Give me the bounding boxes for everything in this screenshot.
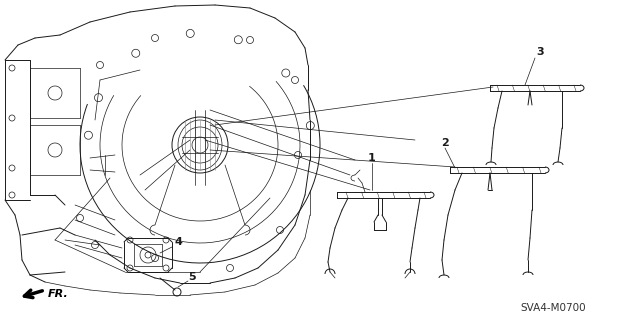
Text: 3: 3 [536,47,544,57]
Text: 5: 5 [188,272,196,282]
Text: 2: 2 [441,138,449,148]
Text: 4: 4 [174,237,182,247]
Text: SVA4-M0700: SVA4-M0700 [520,303,586,313]
Text: FR.: FR. [48,289,68,299]
Text: 1: 1 [368,153,376,163]
